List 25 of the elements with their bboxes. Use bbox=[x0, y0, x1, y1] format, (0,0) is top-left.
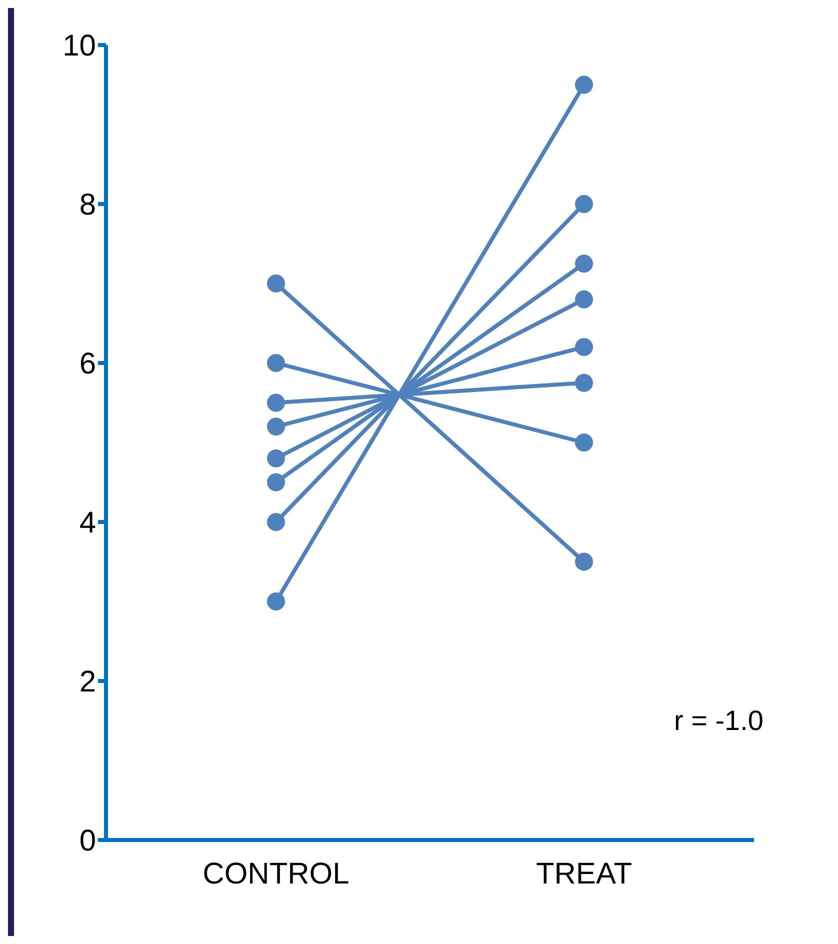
point bbox=[267, 274, 285, 292]
x-tick-label: TREAT bbox=[536, 857, 632, 890]
point bbox=[575, 254, 593, 273]
point bbox=[267, 394, 285, 412]
point bbox=[267, 513, 285, 531]
point bbox=[267, 592, 285, 610]
y-tick-label: 2 bbox=[79, 666, 96, 699]
point bbox=[267, 449, 285, 468]
point bbox=[575, 338, 593, 356]
point bbox=[267, 354, 285, 372]
point bbox=[575, 374, 593, 392]
point bbox=[575, 290, 593, 308]
annotation: r = -1.0 bbox=[674, 705, 764, 737]
y-tick-label: 10 bbox=[62, 30, 96, 63]
point bbox=[575, 195, 593, 213]
point bbox=[575, 552, 593, 571]
y-tick-label: 6 bbox=[79, 348, 96, 381]
point bbox=[267, 418, 285, 436]
y-tick-label: 4 bbox=[79, 506, 96, 540]
point bbox=[575, 76, 593, 94]
y-tick-label: 8 bbox=[79, 188, 96, 222]
x-tick-label: CONTROL bbox=[202, 857, 350, 890]
y-tick-label: 0 bbox=[79, 824, 96, 858]
point bbox=[267, 473, 285, 492]
point bbox=[575, 434, 593, 452]
